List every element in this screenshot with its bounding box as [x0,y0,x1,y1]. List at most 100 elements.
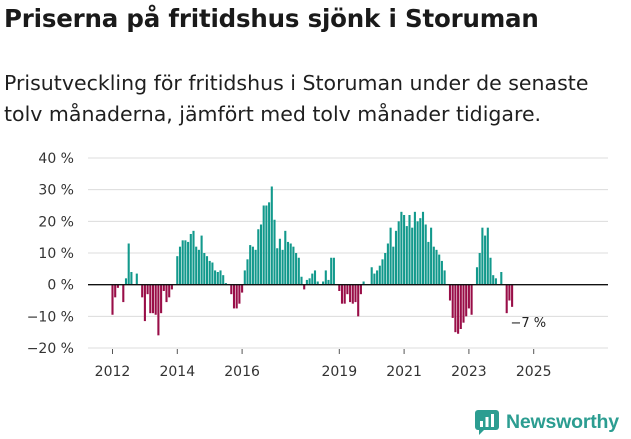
bar [122,284,125,303]
bar [484,235,487,285]
bar-series [111,186,514,336]
bar [457,284,460,334]
bar [316,281,319,285]
bar [181,240,184,285]
bar [160,284,163,314]
bar [295,253,298,285]
brand-logo: Newsworthy [474,407,619,437]
bar [419,218,422,285]
bar [203,253,206,285]
bar [421,211,425,285]
x-tick-label: 2019 [321,364,357,380]
x-tick-label: 2016 [224,364,260,380]
bar [424,224,427,285]
bar [327,279,330,285]
bar [313,270,317,285]
bar [359,284,362,295]
bar [343,284,346,304]
bar [405,226,408,285]
bar [257,229,260,285]
bar [276,248,279,285]
bar [362,281,365,285]
bar [384,253,387,285]
bar [370,267,373,285]
bar [222,275,225,285]
bar [378,265,381,285]
bar [416,221,419,285]
bar [246,259,249,285]
bar [430,227,433,285]
bar [146,284,149,295]
bar [454,284,457,333]
bar [187,241,190,285]
bar [216,272,219,285]
gridlines [88,157,608,349]
bar [303,284,306,290]
bar [462,284,465,323]
bar [311,273,314,285]
bar [448,284,452,301]
y-tick-label: 10 % [38,246,74,262]
bar [427,241,430,285]
chart-subtitle: Prisutveckling för fritidshus i Storuman… [4,71,589,126]
bar [475,267,479,285]
bar [230,284,233,295]
bar [389,227,392,285]
x-axis-ticks: 2012 2014 2016 2019 2021 2023 2025 [95,349,552,380]
bar [254,249,257,285]
brand-name: Newsworthy [506,410,619,433]
bar [281,249,284,285]
bar [289,243,292,285]
x-tick-label: 2021 [386,364,422,380]
bar [322,281,325,285]
bar [211,262,214,285]
bar [394,230,398,285]
bar [176,256,179,285]
bar [262,205,265,285]
bar [205,256,209,285]
y-tick-label: 30 % [38,183,74,199]
bar [168,284,171,298]
y-tick-label: −20 % [27,341,74,357]
latest-value-annotation: −7 % [510,316,546,331]
bar [235,284,238,309]
bar [492,275,495,285]
bar [259,224,263,285]
bar [151,284,155,314]
bar [386,243,389,285]
bar [354,284,357,303]
annotation-group: −7 % [510,316,546,331]
bar [114,284,117,298]
bar [192,230,195,285]
bar [411,227,414,285]
bar [308,278,311,285]
bar [286,241,290,285]
bar [141,284,144,298]
bar [373,273,376,285]
bar [330,257,333,285]
bar [511,284,514,307]
y-tick-label: 20 % [38,214,74,230]
bar [135,273,138,285]
bar [165,284,168,303]
bar [292,246,295,285]
chart-title: Priserna på fritidshus sjönk i Storuman [4,4,539,33]
bar [270,186,273,285]
bar [127,243,130,285]
bar [111,284,114,315]
bar [508,284,511,301]
y-axis-ticks: 40 % 30 % 20 % 10 % 0 % −10 % −20 % [27,151,74,357]
bar [451,284,454,318]
bar [184,240,187,285]
bar [432,246,435,285]
y-tick-label: −10 % [27,309,74,325]
x-tick-label: 2014 [159,364,195,380]
bar [157,284,160,336]
bar [435,249,438,285]
bar [357,284,360,317]
bar [265,205,268,285]
bar [478,253,481,285]
bar [214,270,217,285]
bar [273,219,276,285]
